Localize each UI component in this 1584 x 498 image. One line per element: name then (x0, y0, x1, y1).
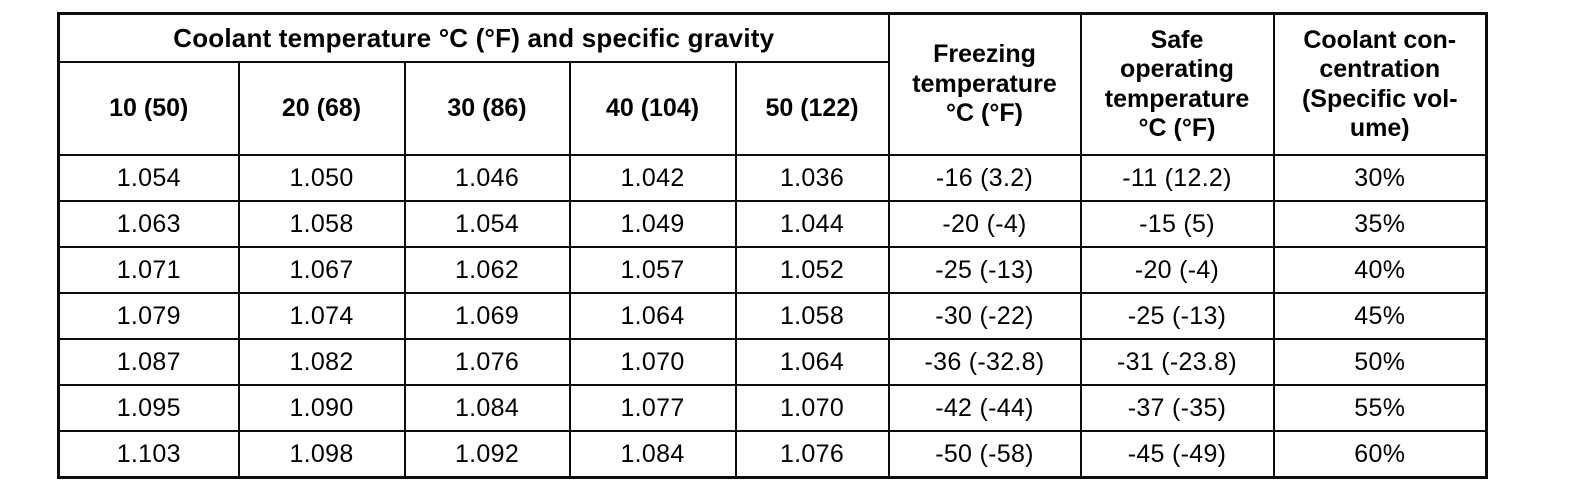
freezing-temp-cell: -36 (-32.8) (887, 338, 1082, 386)
sg-cell: 1.063 (57, 200, 240, 248)
temp-col-header-30-86: 30 (86) (403, 61, 571, 156)
table-row: 1.071 1.067 1.062 1.057 1.052 -25 (-13) … (57, 246, 1488, 294)
freezing-temp-cell: -25 (-13) (887, 246, 1082, 294)
safe-temp-cell: -31 (-23.8) (1079, 338, 1275, 386)
table-row: 1.063 1.058 1.054 1.049 1.044 -20 (-4) -… (57, 200, 1488, 248)
sg-cell: 1.076 (734, 430, 890, 479)
temp-col-header-40-104: 40 (104) (568, 61, 737, 156)
sg-cell: 1.054 (57, 154, 240, 202)
sg-cell: 1.062 (403, 246, 571, 294)
sg-cell: 1.071 (57, 246, 240, 294)
sg-cell: 1.103 (57, 430, 240, 479)
sg-cell: 1.084 (568, 430, 737, 479)
concentration-cell: 30% (1272, 154, 1488, 202)
header-row-group: Coolant temperature °C (°F) and specific… (57, 12, 1488, 156)
sg-cell: 1.050 (237, 154, 406, 202)
safe-temp-cell: -37 (-35) (1079, 384, 1275, 432)
sg-cell: 1.064 (568, 292, 737, 340)
concentration-cell: 50% (1272, 338, 1488, 386)
sg-cell: 1.058 (734, 292, 890, 340)
safe-temp-cell: -11 (12.2) (1079, 154, 1275, 202)
concentration-cell: 40% (1272, 246, 1488, 294)
sg-cell: 1.069 (403, 292, 571, 340)
freezing-temperature-header: Freezing temperature °C (°F) (887, 12, 1082, 156)
sg-cell: 1.036 (734, 154, 890, 202)
sg-cell: 1.084 (403, 384, 571, 432)
sg-cell: 1.087 (57, 338, 240, 386)
table-row: 1.079 1.074 1.069 1.064 1.058 -30 (-22) … (57, 292, 1488, 340)
sg-cell: 1.070 (734, 384, 890, 432)
coolant-temperature-group-header: Coolant temperature °C (°F) and specific… (57, 12, 890, 63)
sg-cell: 1.057 (568, 246, 737, 294)
freezing-temp-cell: -16 (3.2) (887, 154, 1082, 202)
coolant-concentration-header: Coolant con- centration (Specific vol- u… (1272, 12, 1488, 156)
sg-cell: 1.049 (568, 200, 737, 248)
safe-temp-cell: -25 (-13) (1079, 292, 1275, 340)
table-row: 1.095 1.090 1.084 1.077 1.070 -42 (-44) … (57, 384, 1488, 432)
coolant-concentration-table: Coolant temperature °C (°F) and specific… (57, 12, 1488, 479)
freezing-temp-cell: -20 (-4) (887, 200, 1082, 248)
concentration-cell: 35% (1272, 200, 1488, 248)
sg-cell: 1.054 (403, 200, 571, 248)
sg-cell: 1.052 (734, 246, 890, 294)
sg-cell: 1.079 (57, 292, 240, 340)
sg-cell: 1.074 (237, 292, 406, 340)
sg-cell: 1.042 (568, 154, 737, 202)
sg-cell: 1.064 (734, 338, 890, 386)
freezing-temp-cell: -50 (-58) (887, 430, 1082, 479)
coolant-table-container: Coolant temperature °C (°F) and specific… (57, 12, 1488, 479)
sg-cell: 1.044 (734, 200, 890, 248)
sg-cell: 1.076 (403, 338, 571, 386)
table-row: 1.103 1.098 1.092 1.084 1.076 -50 (-58) … (57, 430, 1488, 479)
table-row: 1.087 1.082 1.076 1.070 1.064 -36 (-32.8… (57, 338, 1488, 386)
temp-col-header-20-68: 20 (68) (237, 61, 406, 156)
sg-cell: 1.092 (403, 430, 571, 479)
concentration-cell: 60% (1272, 430, 1488, 479)
safe-temp-cell: -20 (-4) (1079, 246, 1275, 294)
safe-temp-cell: -15 (5) (1079, 200, 1275, 248)
concentration-cell: 45% (1272, 292, 1488, 340)
sg-cell: 1.082 (237, 338, 406, 386)
sg-cell: 1.095 (57, 384, 240, 432)
concentration-cell: 55% (1272, 384, 1488, 432)
sg-cell: 1.070 (568, 338, 737, 386)
sg-cell: 1.046 (403, 154, 571, 202)
freezing-temp-cell: -42 (-44) (887, 384, 1082, 432)
sg-cell: 1.077 (568, 384, 737, 432)
temp-col-header-50-122: 50 (122) (734, 61, 890, 156)
sg-cell: 1.067 (237, 246, 406, 294)
table-row: 1.054 1.050 1.046 1.042 1.036 -16 (3.2) … (57, 154, 1488, 202)
header-row-temps: 10 (50) 20 (68) 30 (86) 40 (104) 50 (122… (57, 61, 1487, 156)
sg-cell: 1.090 (237, 384, 406, 432)
freezing-temp-cell: -30 (-22) (887, 292, 1082, 340)
sg-cell: 1.098 (237, 430, 406, 479)
sg-cell: 1.058 (237, 200, 406, 248)
safe-operating-temperature-header: Safe operating temperature °C (°F) (1079, 12, 1275, 156)
temp-col-header-10-50: 10 (50) (57, 61, 240, 156)
safe-temp-cell: -45 (-49) (1079, 430, 1275, 479)
